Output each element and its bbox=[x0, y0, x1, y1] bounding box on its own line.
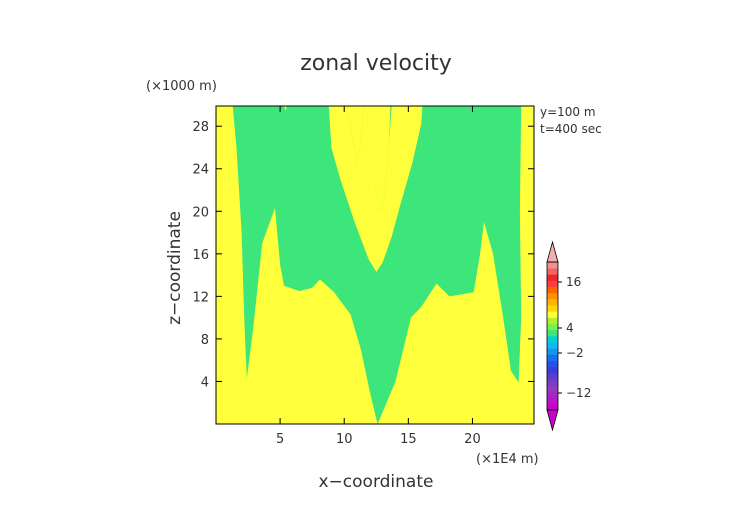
y-tick-label: 12 bbox=[192, 290, 209, 305]
colorbar-band bbox=[547, 403, 558, 411]
colorbar-band bbox=[547, 323, 558, 331]
colorbar-band bbox=[547, 329, 558, 337]
colorbar-tick-label: 4 bbox=[566, 321, 574, 335]
y-tick-label: 28 bbox=[192, 120, 209, 135]
y-tick-label: 16 bbox=[192, 248, 209, 263]
y-tick-label: 20 bbox=[192, 205, 209, 220]
colorbar-band bbox=[547, 292, 558, 300]
colorbar-band bbox=[547, 286, 558, 294]
annotation-y-position: y=100 m bbox=[540, 105, 596, 119]
y-tick-label: 4 bbox=[201, 375, 209, 390]
colorbar-band bbox=[547, 311, 558, 318]
colorbar-band bbox=[547, 366, 558, 374]
colorbar-band bbox=[547, 348, 558, 355]
colorbar: 16 4 −2 −12 bbox=[546, 240, 591, 432]
plot-frame bbox=[215, 105, 535, 425]
colorbar-tick-label: −2 bbox=[566, 346, 584, 360]
colorbar-band bbox=[547, 391, 558, 398]
colorbar-band bbox=[547, 360, 558, 368]
colorbar-frame bbox=[546, 261, 559, 411]
x-tick-label: 5 bbox=[276, 432, 284, 447]
x-tick-label: 15 bbox=[400, 432, 417, 447]
x-tick-label: 10 bbox=[336, 432, 353, 447]
x-unit-label: (×1E4 m) bbox=[476, 452, 539, 467]
colorbar-band bbox=[547, 342, 558, 349]
colorbar-band bbox=[547, 268, 558, 275]
chart-title: zonal velocity bbox=[300, 51, 452, 76]
colorbar-band bbox=[547, 379, 558, 386]
colorbar-band bbox=[547, 397, 558, 405]
colorbar-band bbox=[547, 354, 558, 361]
plot-area bbox=[215, 105, 535, 425]
colorbar-band bbox=[547, 274, 558, 281]
annotation-time: t=400 sec bbox=[540, 122, 602, 136]
colorbar-low-arrow bbox=[546, 409, 559, 432]
y-unit-label: (×1000 m) bbox=[146, 79, 217, 94]
y-axis-label: z−coordinate bbox=[165, 211, 185, 325]
y-tick-label: 8 bbox=[201, 333, 209, 348]
colorbar-high-arrow bbox=[546, 240, 559, 263]
colorbar-band bbox=[547, 317, 558, 324]
colorbar-tick-label: −12 bbox=[566, 386, 591, 400]
y-tick-label: 24 bbox=[192, 163, 209, 178]
x-axis-label: x−coordinate bbox=[319, 472, 434, 492]
colorbar-band bbox=[547, 336, 558, 343]
axis-ticks: 5 10 15 20 4 8 12 16 20 24 28 bbox=[192, 106, 534, 447]
positive-velocity-region-2 bbox=[328, 106, 423, 272]
colorbar-tick-label: 16 bbox=[566, 275, 581, 289]
colorbar-band bbox=[547, 262, 558, 269]
colorbar-band bbox=[547, 385, 558, 392]
colorbar-band bbox=[547, 280, 558, 287]
x-tick-label: 20 bbox=[464, 432, 481, 447]
colorbar-band bbox=[547, 373, 558, 380]
colorbar-band bbox=[547, 299, 558, 306]
positive-velocity-region-1 bbox=[284, 106, 287, 112]
colorbar-band bbox=[547, 305, 558, 312]
